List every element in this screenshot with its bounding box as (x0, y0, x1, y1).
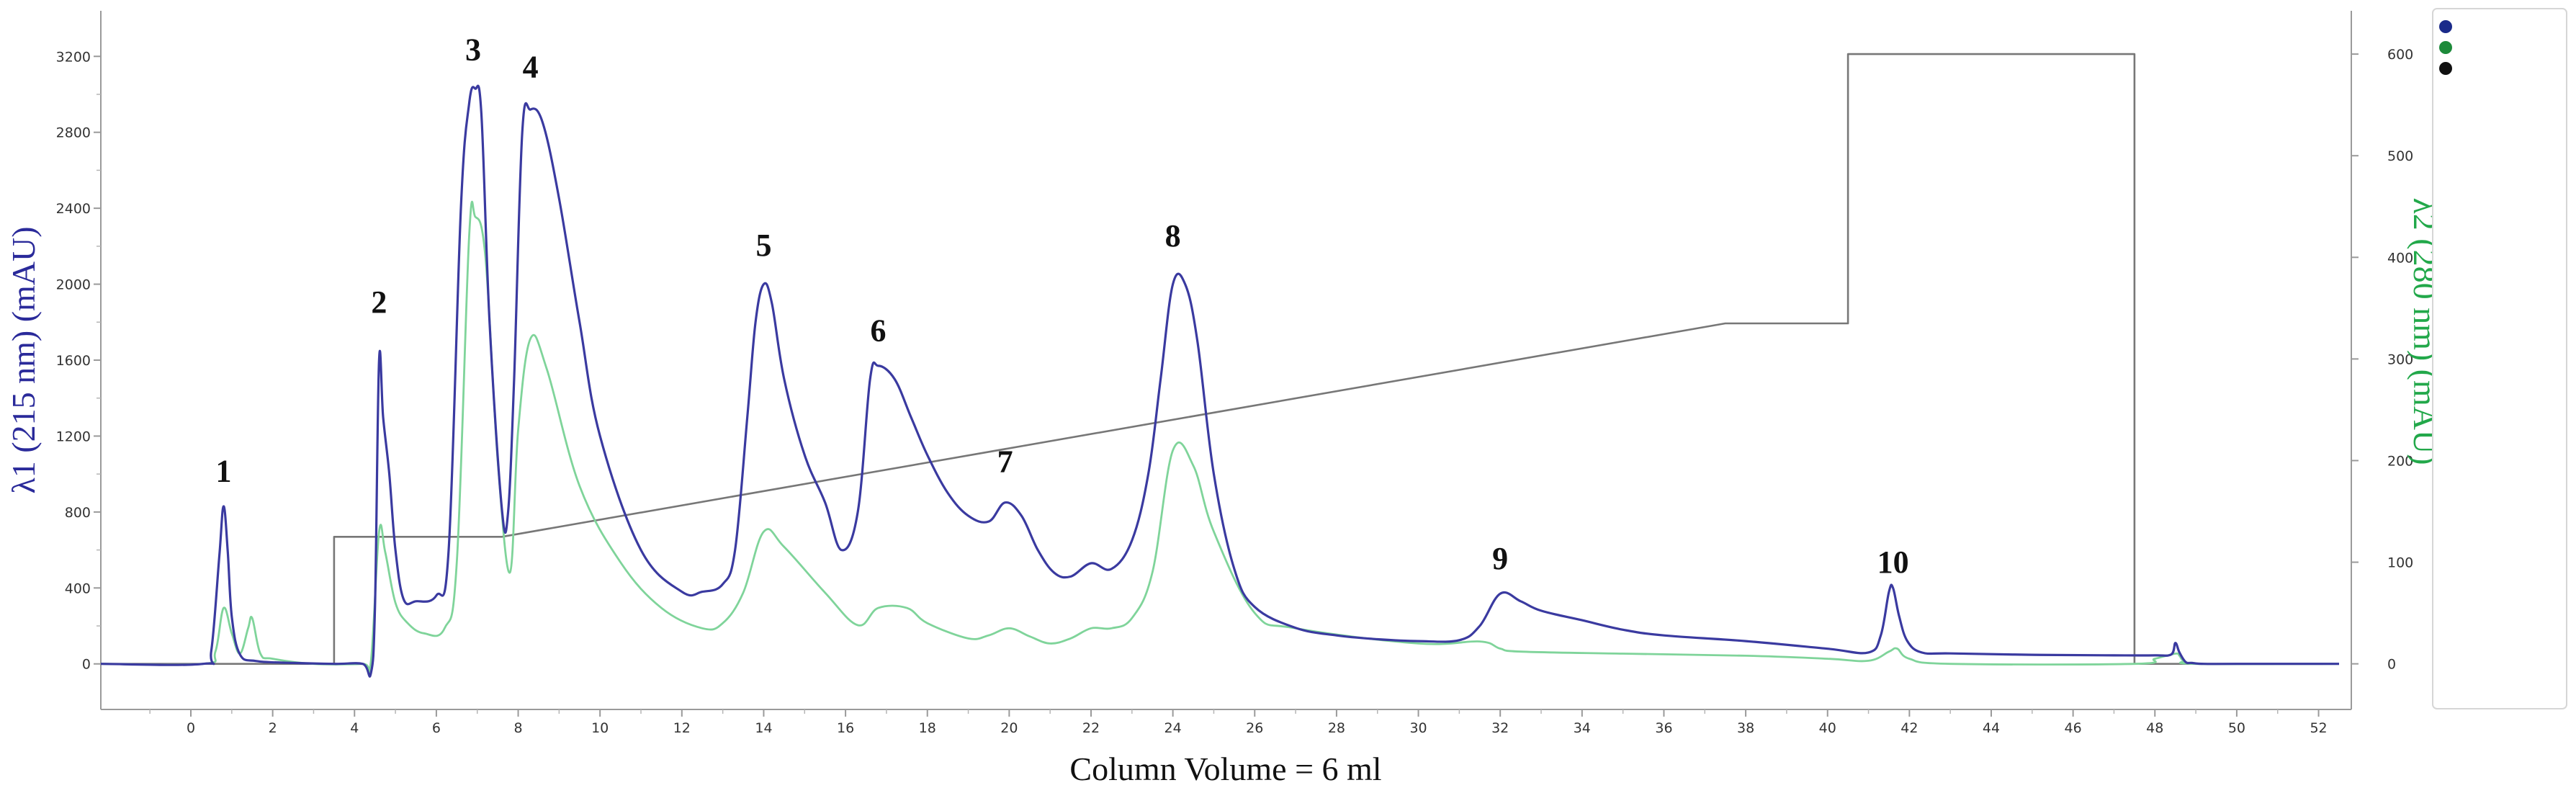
x-tick-label: 40 (1819, 720, 1836, 736)
x-tick-label: 44 (1983, 720, 2000, 736)
y2-tick-label: 400 (2387, 250, 2413, 266)
y-tick-label: 2400 (56, 201, 91, 217)
y-axis-ticks: 0 400 800 1200 1600 2000 2400 2800 3200 (56, 49, 101, 673)
x-tick-label: 34 (1574, 720, 1591, 736)
x-tick-label: 8 (513, 720, 522, 736)
peak-label: 5 (755, 228, 771, 263)
legend-markers (2439, 20, 2452, 75)
x-tick-label: 20 (1000, 720, 1018, 736)
y2-tick-label: 600 (2387, 47, 2413, 63)
peak-label: 1 (215, 454, 231, 489)
y-tick-label: 2000 (56, 277, 91, 293)
x-tick-label: 2 (269, 720, 277, 736)
y2-tick-label: 200 (2387, 453, 2413, 469)
y2-tick-label: 300 (2387, 351, 2413, 367)
series-line-gradient (101, 53, 2339, 665)
x-tick-label: 32 (1491, 720, 1509, 736)
x-tick-label: 18 (919, 720, 936, 736)
x-tick-label: 0 (187, 720, 195, 736)
x-tick-label: 46 (2065, 720, 2082, 736)
peak-label: 3 (465, 32, 481, 68)
y-tick-label: 0 (82, 657, 91, 673)
y2-tick-label: 100 (2387, 555, 2413, 571)
y-tick-label: 1600 (56, 353, 91, 369)
x-tick-label: 50 (2228, 720, 2245, 736)
x-tick-label: 28 (1328, 720, 1345, 736)
y-axis-title: λ1 (215 nm) (mAU) (5, 226, 42, 493)
peak-label: 7 (997, 444, 1013, 480)
x-tick-label: 30 (1409, 720, 1427, 736)
x-tick-label: 42 (1900, 720, 1918, 736)
y2-tick-label: 0 (2387, 657, 2396, 673)
y-tick-label: 3200 (56, 49, 91, 65)
x-tick-label: 22 (1082, 720, 1100, 736)
y-tick-label: 400 (65, 581, 91, 596)
peak-label: 4 (523, 49, 539, 84)
y2-tick-label: 500 (2387, 148, 2413, 164)
peak-label: 2 (371, 285, 387, 320)
x-axis-title: Column Volume = 6 ml (1069, 751, 1381, 787)
legend-marker (2439, 41, 2452, 54)
x-tick-label: 26 (1246, 720, 1263, 736)
series-line-lambda2 (100, 200, 2340, 674)
x-axis-ticks: 0 2 4 6 8 10 12 14 16 18 20 22 24 26 28 30 32 34 36 38 40 42 4… (149, 709, 2328, 736)
plot-frame (100, 11, 2352, 710)
x-tick-label: 52 (2310, 720, 2327, 736)
peak-labels: 1 2 3 4 5 6 7 8 9 10 (215, 32, 1908, 581)
y-tick-label: 800 (65, 505, 91, 521)
x-tick-label: 14 (755, 720, 772, 736)
x-tick-label: 36 (1655, 720, 1672, 736)
legend (2432, 8, 2567, 709)
x-tick-label: 10 (591, 720, 609, 736)
peak-label: 10 (1877, 545, 1909, 580)
peak-label: 6 (871, 313, 887, 349)
legend-box (2432, 8, 2567, 709)
x-tick-label: 48 (2146, 720, 2163, 736)
x-tick-label: 24 (1164, 720, 1182, 736)
x-tick-label: 38 (1737, 720, 1754, 736)
y-tick-label: 1200 (56, 429, 91, 444)
x-tick-label: 16 (837, 720, 854, 736)
x-tick-label: 4 (350, 720, 359, 736)
x-tick-label: 12 (673, 720, 691, 736)
y2-axis-ticks: 0 100 200 300 400 500 600 (2351, 47, 2413, 673)
y-tick-label: 2800 (56, 125, 91, 141)
legend-marker (2439, 20, 2452, 33)
series-line-lambda1 (100, 84, 2339, 678)
peak-label: 9 (1492, 541, 1508, 576)
series-layer (100, 53, 2340, 678)
peak-label: 8 (1165, 218, 1181, 254)
legend-marker (2439, 62, 2452, 75)
x-tick-label: 6 (432, 720, 441, 736)
